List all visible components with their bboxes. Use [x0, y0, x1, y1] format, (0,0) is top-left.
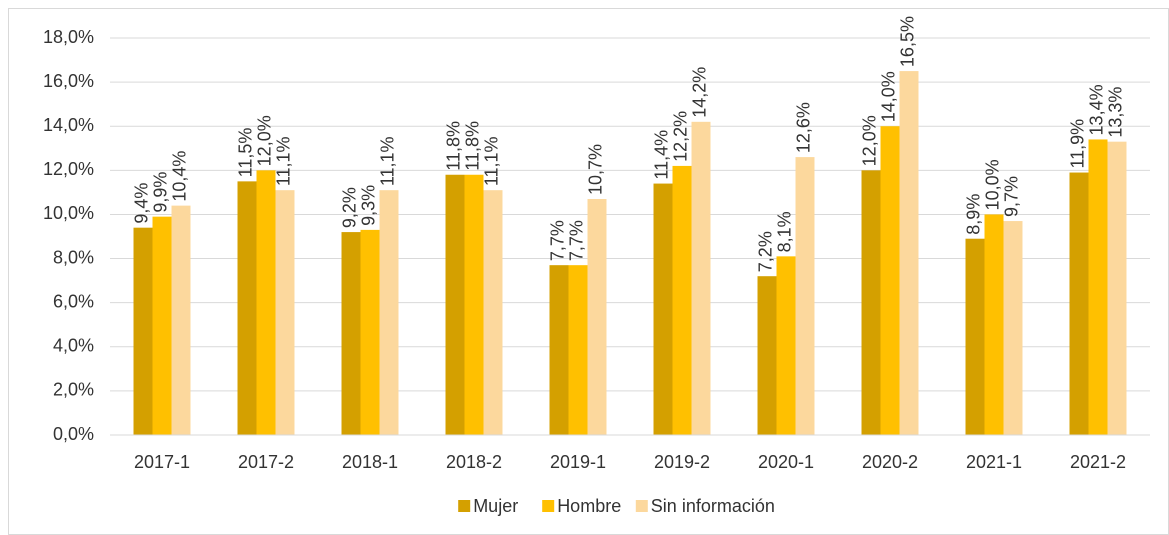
y-tick-label: 0,0% — [53, 424, 94, 444]
x-tick-label: 2020-2 — [862, 452, 918, 472]
bar — [341, 232, 361, 435]
data-label: 12,0% — [255, 115, 275, 166]
data-label: 16,5% — [898, 16, 918, 67]
bar — [1088, 139, 1108, 435]
bar — [445, 174, 465, 435]
bar — [133, 227, 153, 435]
bar — [672, 165, 692, 435]
bar — [587, 199, 607, 435]
bar — [171, 205, 191, 435]
data-label: 9,3% — [359, 185, 379, 226]
x-tick-label: 2017-1 — [134, 452, 190, 472]
legend-label: Hombre — [557, 496, 621, 516]
data-label: 8,1% — [775, 211, 795, 252]
legend-swatch — [635, 500, 648, 512]
data-label: 11,8% — [463, 121, 483, 171]
data-label: 10,7% — [586, 144, 606, 195]
bar — [984, 214, 1004, 435]
data-label: 7,2% — [756, 231, 776, 272]
data-label: 11,8% — [444, 121, 464, 171]
data-label: 12,2% — [671, 111, 691, 162]
y-tick-label: 6,0% — [53, 291, 94, 311]
bar — [483, 190, 503, 435]
data-label: 14,2% — [690, 67, 710, 118]
bar — [152, 216, 172, 435]
x-tick-label: 2020-1 — [758, 452, 814, 472]
data-label: 11,5% — [236, 128, 256, 178]
y-tick-label: 2,0% — [53, 380, 94, 400]
y-tick-label: 18,0% — [43, 27, 94, 47]
legend-swatch — [458, 500, 471, 512]
data-label: 14,0% — [879, 71, 899, 122]
data-label: 12,0% — [860, 115, 880, 166]
y-tick-label: 14,0% — [43, 115, 94, 135]
data-label: 10,4% — [170, 151, 190, 202]
bar — [795, 157, 815, 435]
data-label: 9,4% — [132, 183, 152, 224]
bar — [757, 276, 777, 435]
data-label: 13,4% — [1087, 84, 1107, 135]
bar — [549, 265, 569, 435]
x-tick-label: 2018-1 — [342, 452, 398, 472]
bar — [861, 170, 881, 436]
data-label: 10,0% — [983, 159, 1003, 210]
bar — [464, 174, 484, 435]
x-tick-label: 2021-2 — [1070, 452, 1126, 472]
data-label: 13,3% — [1106, 87, 1126, 138]
data-label: 9,7% — [1002, 176, 1022, 217]
data-label: 12,6% — [794, 102, 814, 153]
bar — [653, 183, 673, 435]
data-label: 9,9% — [151, 172, 171, 213]
y-tick-label: 4,0% — [53, 336, 94, 356]
x-tick-label: 2021-1 — [966, 452, 1022, 472]
bar — [256, 170, 276, 436]
bar — [899, 71, 919, 435]
x-tick-label: 2017-2 — [238, 452, 294, 472]
bar — [360, 229, 380, 435]
bar — [1003, 221, 1023, 435]
data-label: 11,9% — [1068, 119, 1088, 169]
x-tick-label: 2018-2 — [446, 452, 502, 472]
bar — [275, 190, 295, 435]
bar — [1107, 141, 1127, 435]
bar — [379, 190, 399, 435]
y-tick-label: 16,0% — [43, 71, 94, 91]
data-label: 11,1% — [378, 136, 398, 186]
data-label: 11,1% — [274, 136, 294, 186]
data-label: 7,7% — [548, 220, 568, 261]
bar — [1069, 172, 1089, 436]
bar — [568, 265, 588, 435]
data-label: 8,9% — [964, 194, 984, 235]
y-tick-label: 10,0% — [43, 203, 94, 223]
x-tick-label: 2019-2 — [654, 452, 710, 472]
bar — [691, 121, 711, 436]
bar — [880, 126, 900, 435]
legend-label: Mujer — [473, 496, 518, 516]
legend-swatch — [542, 500, 555, 512]
legend-label: Sin información — [651, 496, 775, 516]
bar — [237, 181, 257, 435]
data-label: 7,7% — [567, 220, 587, 261]
data-label: 11,1% — [482, 136, 502, 186]
bar — [965, 238, 985, 435]
data-label: 9,2% — [340, 187, 360, 228]
bar — [776, 256, 796, 435]
data-label: 11,4% — [652, 130, 672, 180]
y-tick-label: 8,0% — [53, 247, 94, 267]
y-tick-label: 12,0% — [43, 159, 94, 179]
x-tick-label: 2019-1 — [550, 452, 606, 472]
